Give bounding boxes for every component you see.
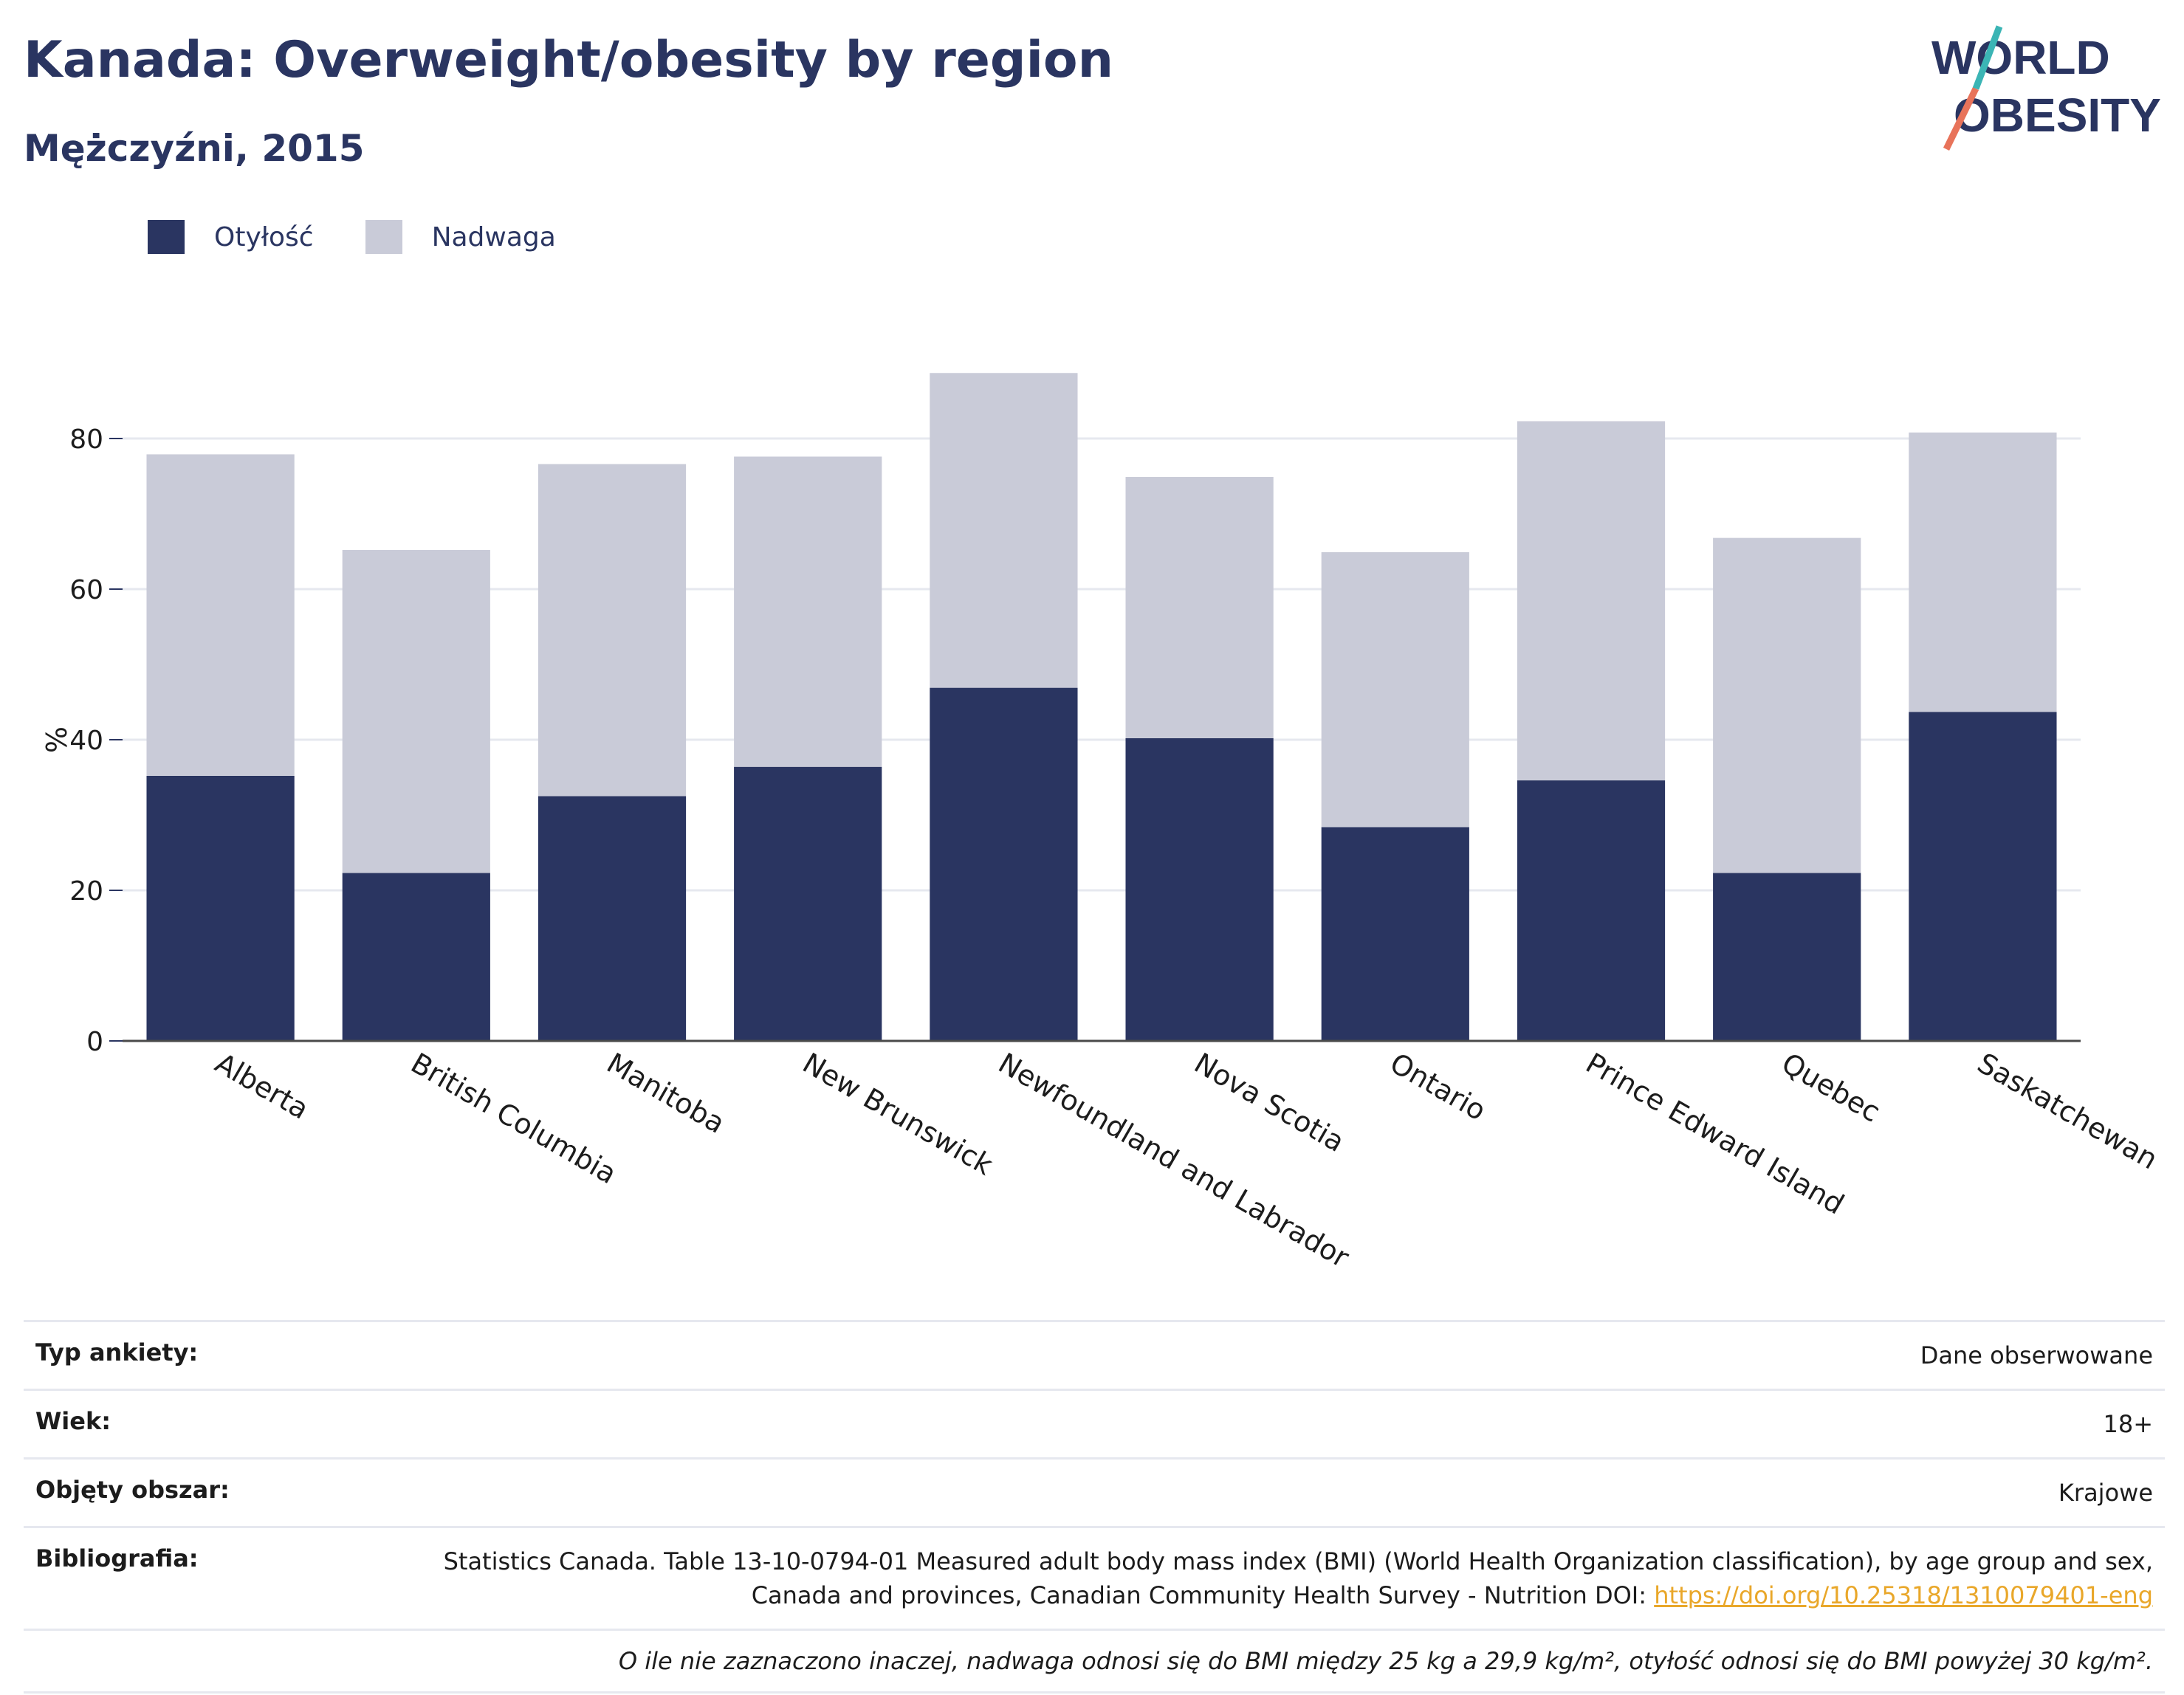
stacked-bar-chart: 0 20 40 60 80% Alberta British ColumbiaManitob…: [41, 373, 2163, 1274]
bar-overweight: [1909, 432, 2057, 712]
bar-overweight: [1321, 552, 1469, 828]
bar-overweight: [538, 464, 687, 797]
legend-item-obesity: Otyłość: [148, 220, 314, 254]
bar-overweight: [1517, 421, 1666, 781]
x-tick-label: Saskatchewan: [1972, 1047, 2163, 1176]
bar-obesity: [1713, 873, 1861, 1041]
logo-line1: WORLD: [1931, 31, 2110, 84]
x-tick-label: Nova Scotia: [1189, 1047, 1350, 1158]
info-label: Typ ankiety:: [35, 1338, 199, 1366]
x-tick-label: Alberta: [210, 1047, 314, 1126]
info-row-bibliography: Bibliografia: Statistics Canada. Table 1…: [24, 1526, 2165, 1629]
x-tick-label: Manitoba: [602, 1047, 731, 1140]
bar-overweight: [1125, 477, 1274, 738]
x-tick-label: Newfoundland and Labrador: [993, 1047, 1355, 1274]
doi-link[interactable]: https://doi.org/10.25318/1310079401-eng: [1654, 1581, 2153, 1609]
chart-legend: Otyłość Nadwaga: [148, 220, 608, 254]
legend-label-overweight: Nadwaga: [431, 221, 556, 252]
bibliography-text: Statistics Canada. Table 13-10-0794-01 M…: [443, 1547, 2153, 1609]
info-value-bibliography: Statistics Canada. Table 13-10-0794-01 M…: [418, 1544, 2153, 1612]
bar-overweight: [930, 373, 1078, 688]
definition-note: O ile nie zaznaczono inaczej, nadwaga od…: [24, 1629, 2165, 1694]
bar-obesity: [146, 775, 295, 1041]
info-value: 18+: [2103, 1410, 2153, 1438]
chart-title: Kanada: Overweight/obesity by region: [24, 31, 1114, 89]
info-table: Typ ankiety: Dane obserwowane Wiek: 18+ …: [24, 1320, 2165, 1694]
bar-overweight: [342, 549, 490, 873]
x-tick-label: Ontario: [1384, 1047, 1491, 1127]
bar-obesity: [734, 766, 882, 1041]
bar-obesity: [1125, 738, 1274, 1041]
bar-obesity: [1517, 780, 1666, 1041]
y-tick-label: 20: [69, 876, 103, 907]
bar-obesity: [342, 873, 490, 1041]
info-label: Objęty obszar:: [35, 1476, 230, 1504]
y-tick-label: 80: [69, 424, 103, 455]
legend-swatch-obesity: [148, 220, 185, 254]
x-tick-label: New Brunswick: [797, 1047, 998, 1182]
y-tick-label: 0: [86, 1027, 103, 1057]
world-obesity-logo: WORLD OBESITY: [1931, 25, 2161, 151]
bar-obesity: [1909, 712, 2057, 1041]
bar-obesity: [930, 687, 1078, 1041]
info-value: Dane obserwowane: [1920, 1341, 2153, 1369]
info-row-survey-type: Typ ankiety: Dane obserwowane: [24, 1320, 2165, 1389]
bar-obesity: [1321, 827, 1469, 1041]
y-tick-label: 40: [69, 726, 103, 756]
bar-obesity: [538, 796, 687, 1041]
bar-overweight: [734, 456, 882, 767]
legend-item-overweight: Nadwaga: [365, 220, 556, 254]
chart-subtitle: Mężczyźni, 2015: [24, 127, 365, 170]
bar-overweight: [146, 454, 295, 776]
legend-swatch-overweight: [365, 220, 402, 254]
x-tick-label: Quebec: [1776, 1047, 1886, 1129]
info-value: Krajowe: [2058, 1479, 2153, 1507]
logo-line2: OBESITY: [1954, 89, 2161, 142]
info-row-coverage: Objęty obszar: Krajowe: [24, 1457, 2165, 1526]
legend-label-obesity: Otyłość: [214, 221, 314, 252]
x-tick-label: British Columbia: [405, 1047, 622, 1191]
info-label: Wiek:: [35, 1407, 111, 1435]
bar-overweight: [1713, 537, 1861, 873]
info-row-age: Wiek: 18+: [24, 1389, 2165, 1457]
y-axis-label: %: [41, 726, 73, 753]
y-tick-label: 60: [69, 575, 103, 605]
info-label: Bibliografia:: [35, 1544, 199, 1572]
